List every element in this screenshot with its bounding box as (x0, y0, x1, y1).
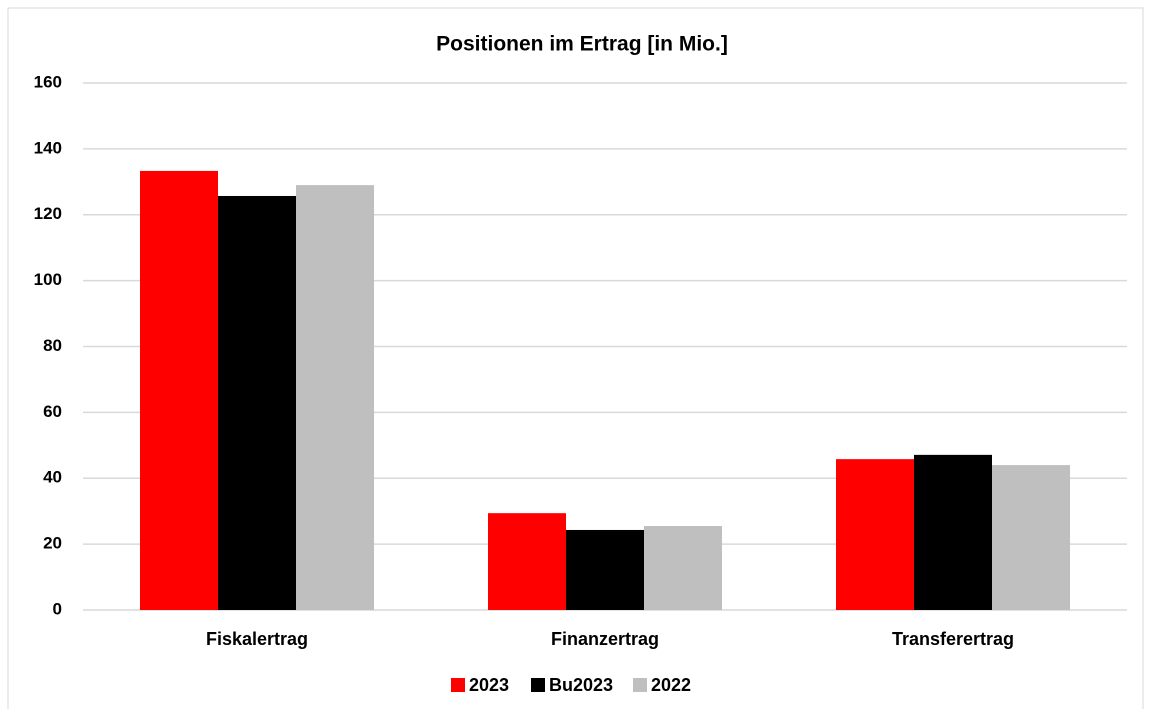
y-tick-label: 100 (34, 270, 62, 289)
bar (644, 526, 722, 610)
legend-swatch (451, 678, 465, 692)
y-tick-label: 140 (34, 138, 62, 157)
y-tick-label: 60 (43, 402, 62, 421)
bar (218, 195, 296, 610)
bar (914, 454, 992, 610)
chart-title: Positionen im Ertrag [in Mio.] (436, 33, 728, 56)
y-tick-label: 160 (34, 72, 62, 91)
bar (566, 529, 644, 610)
legend-label: 2022 (651, 675, 691, 695)
bar (836, 459, 914, 610)
y-tick-label: 0 (53, 599, 62, 618)
x-tick-label: Fiskalertrag (206, 629, 308, 649)
bar (488, 513, 566, 610)
x-tick-label: Finanzertrag (551, 629, 659, 649)
y-tick-label: 80 (43, 336, 62, 355)
legend-swatch (531, 678, 545, 692)
y-tick-label: 120 (34, 204, 62, 223)
legend-label: 2023 (469, 675, 509, 695)
y-tick-label: 20 (43, 534, 62, 553)
y-tick-label: 40 (43, 468, 62, 487)
x-tick-label: Transferertrag (892, 629, 1014, 649)
bar (992, 465, 1070, 610)
bar (296, 185, 374, 610)
legend-label: Bu2023 (549, 675, 613, 695)
bar (140, 170, 218, 611)
legend-swatch (633, 678, 647, 692)
